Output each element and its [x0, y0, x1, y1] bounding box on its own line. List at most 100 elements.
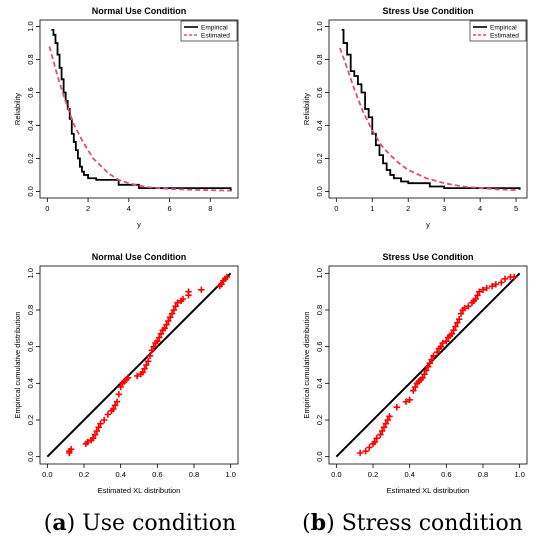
data-point	[110, 405, 117, 413]
y-tick-label: 0.8	[315, 305, 324, 315]
legend-box	[469, 20, 527, 42]
data-point	[104, 411, 112, 418]
x-tick-label: 3	[442, 204, 446, 213]
data-point	[143, 361, 150, 369]
x-tick-label: 2	[406, 204, 410, 213]
x-tick-label: 4	[478, 204, 482, 213]
data-point	[139, 369, 146, 376]
data-point	[91, 431, 99, 438]
x-tick-label: 4	[127, 204, 131, 213]
y-tick-label: 0.8	[26, 54, 35, 64]
data-point	[450, 326, 457, 334]
data-point	[439, 339, 446, 347]
plot-frame	[328, 19, 528, 199]
y-axis-label: Reliability	[13, 93, 22, 125]
data-point	[454, 319, 461, 327]
data-point	[146, 352, 154, 360]
data-point	[386, 413, 393, 420]
y-tick-label: 0.0	[26, 451, 35, 461]
y-axis-label: Empirical cumulative distribution	[13, 311, 22, 418]
x-tick-label: 0.0	[331, 470, 341, 479]
data-point	[356, 449, 364, 457]
y-tick-label: 0.6	[315, 341, 324, 351]
x-tick-label: 0.2	[368, 470, 378, 479]
data-point	[465, 303, 472, 310]
data-point	[155, 334, 163, 341]
chart-a-top: Normal Use Condition 0 2 4 6 8 0.0 0.2 0.4 0.6 0.8…	[13, 6, 239, 229]
data-point	[492, 281, 500, 288]
data-point	[95, 424, 102, 431]
data-point	[67, 446, 75, 453]
y-tick-label: 0.4	[315, 378, 324, 388]
data-point	[422, 367, 430, 374]
data-point	[479, 286, 487, 294]
data-point	[185, 288, 192, 295]
caption-b: (b) Stress condition	[302, 510, 523, 536]
plot-frame	[328, 265, 528, 465]
data-point	[218, 281, 225, 288]
x-tick-label: 0.0	[42, 470, 52, 479]
chart-title: Normal Use Condition	[92, 6, 187, 16]
y-tick-label: 1.0	[315, 268, 324, 278]
data-point	[443, 337, 450, 345]
data-point	[377, 431, 384, 438]
y-tick-label: 0.8	[315, 54, 324, 64]
data-point	[115, 391, 123, 398]
series-empirical	[51, 28, 232, 192]
legend-label: Estimated	[201, 32, 230, 39]
data-point	[461, 304, 468, 312]
data-point	[498, 279, 505, 286]
data-point	[384, 416, 391, 424]
x-tick-label: 0.4	[115, 470, 125, 479]
data-point	[457, 310, 465, 317]
chart-title: Stress Use Condition	[382, 252, 473, 262]
y-tick-label: 0.0	[315, 186, 324, 196]
data-point	[430, 352, 437, 360]
data-point	[150, 343, 157, 350]
data-point	[488, 282, 496, 290]
x-tick-label: 8	[208, 204, 212, 213]
x-axis-label: y	[137, 220, 141, 229]
data-point	[371, 438, 379, 446]
data-point	[161, 325, 168, 332]
points-group	[66, 273, 231, 457]
x-axis-label: Estimated XL distribution	[387, 486, 470, 495]
data-point	[476, 288, 483, 295]
data-point	[179, 295, 187, 303]
legend-label: Empirical	[490, 24, 517, 31]
data-point	[426, 359, 434, 367]
data-point	[402, 398, 410, 405]
x-tick-label: 1.0	[514, 470, 524, 479]
y-tick-label: 1.0	[26, 21, 35, 31]
data-point	[170, 306, 178, 314]
series-empirical	[341, 28, 521, 190]
x-axis-label: Estimated XL distribution	[98, 486, 181, 495]
data-point	[172, 303, 179, 310]
x-tick-label: 0.6	[152, 470, 162, 479]
x-tick-label: 0.8	[189, 470, 199, 479]
x-tick-label: 0	[45, 204, 49, 213]
caption-a-text: Use condition	[82, 511, 237, 536]
y-tick-label: 0.6	[26, 87, 35, 97]
x-axis-label: y	[426, 220, 430, 229]
y-tick-label: 0.2	[26, 415, 35, 425]
data-point	[198, 286, 205, 294]
data-point	[133, 372, 141, 380]
x-tick-label: 2	[86, 204, 90, 213]
data-point	[378, 427, 386, 435]
data-point	[117, 383, 124, 391]
chart-a-bottom: Normal Use Condition 0.0 0.2 0.4 0.6 0.8 1.0 0.…	[13, 252, 239, 495]
data-point	[223, 273, 231, 281]
data-point	[97, 420, 104, 427]
data-point	[433, 348, 441, 356]
data-point	[424, 363, 432, 371]
data-point	[382, 420, 390, 427]
data-point	[411, 383, 419, 391]
data-point	[380, 424, 388, 431]
legend-box	[180, 20, 238, 42]
data-point	[393, 403, 401, 411]
data-point	[100, 416, 108, 424]
